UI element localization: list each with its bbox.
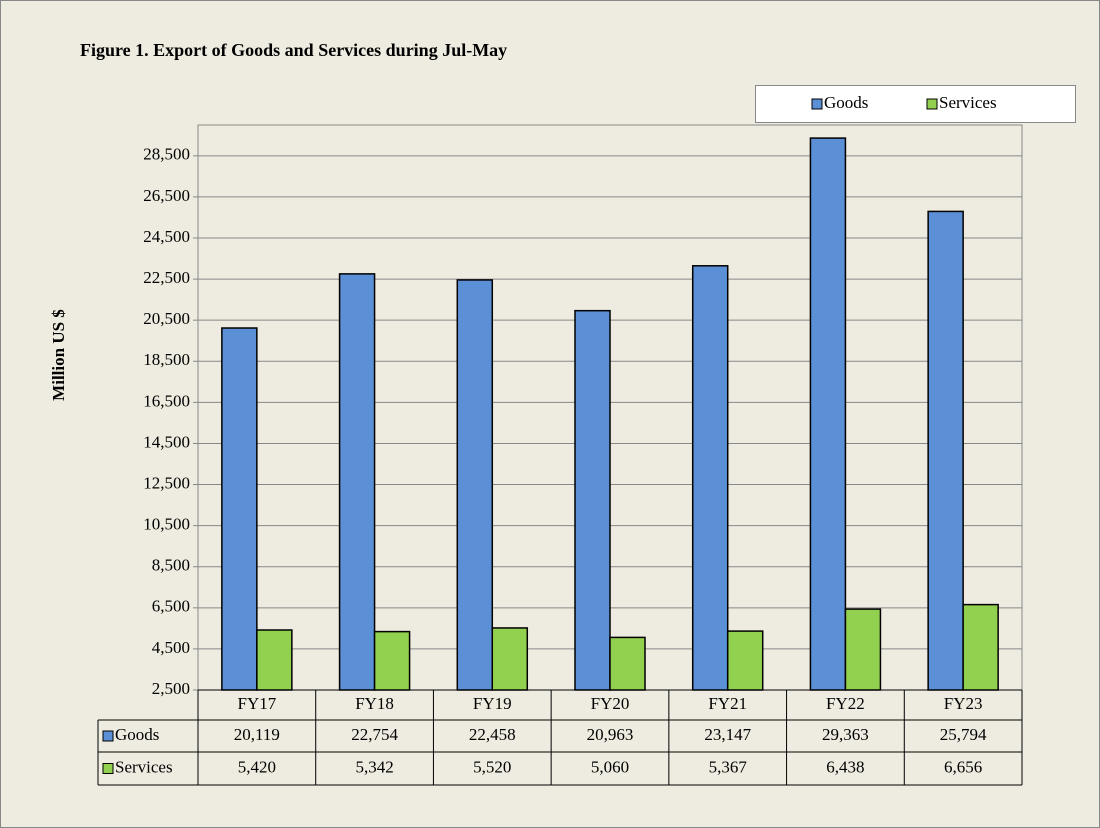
bar bbox=[691, 265, 729, 691]
bar bbox=[844, 608, 882, 691]
y-axis-label: Million US $ bbox=[49, 309, 68, 401]
y-tick-label: 2,500 bbox=[152, 679, 190, 698]
table-legend-swatch bbox=[102, 763, 114, 774]
y-tick-label: 20,500 bbox=[143, 309, 190, 328]
table-cell: 5,342 bbox=[355, 757, 393, 776]
bar bbox=[338, 273, 376, 691]
y-tick-label: 6,500 bbox=[152, 597, 190, 616]
y-tick-label: 10,500 bbox=[143, 515, 190, 534]
bar bbox=[927, 210, 964, 691]
bar bbox=[221, 327, 258, 691]
y-tick-label: 14,500 bbox=[143, 432, 190, 451]
table-cell: 22,754 bbox=[351, 725, 398, 744]
legend-swatch bbox=[926, 98, 938, 110]
y-tick-label: 4,500 bbox=[152, 638, 190, 657]
table-cell: 5,420 bbox=[238, 757, 276, 776]
legend-box bbox=[755, 85, 1076, 123]
bar bbox=[373, 630, 411, 691]
table-cell: 29,363 bbox=[822, 725, 869, 744]
table-legend-swatch bbox=[102, 730, 114, 742]
table-cell: 23,147 bbox=[704, 725, 751, 744]
y-tick-label: 28,500 bbox=[143, 145, 190, 164]
y-tick-label: 18,500 bbox=[143, 350, 190, 369]
y-tick-label: 16,500 bbox=[143, 391, 190, 410]
x-tick-label: FY21 bbox=[708, 694, 747, 713]
y-tick-label: 24,500 bbox=[143, 227, 190, 246]
y-tick-label: 8,500 bbox=[152, 556, 190, 575]
bar bbox=[609, 636, 646, 691]
table-cell: 20,119 bbox=[234, 725, 280, 744]
x-tick-label: FY18 bbox=[355, 694, 394, 713]
table-row-label: Goods bbox=[115, 725, 159, 744]
x-tick-label: FY19 bbox=[473, 694, 512, 713]
table-cell: 6,438 bbox=[826, 757, 864, 776]
x-tick-label: FY17 bbox=[237, 694, 276, 713]
table-cell: 5,367 bbox=[709, 757, 748, 776]
table-cell: 20,963 bbox=[587, 725, 634, 744]
table-cell: 6,656 bbox=[944, 757, 982, 776]
table-cell: 5,520 bbox=[473, 757, 511, 776]
bar bbox=[726, 630, 764, 691]
y-tick-label: 12,500 bbox=[143, 473, 190, 492]
x-tick-label: FY22 bbox=[826, 694, 865, 713]
bar bbox=[809, 137, 847, 691]
bar bbox=[456, 279, 494, 691]
x-tick-label: FY20 bbox=[591, 694, 630, 713]
legend-label: Goods bbox=[824, 93, 868, 112]
legend-label: Services bbox=[939, 93, 997, 112]
y-tick-label: 26,500 bbox=[143, 186, 190, 205]
table-row-label: Services bbox=[115, 757, 173, 776]
table-cell: 22,458 bbox=[469, 725, 516, 744]
bar bbox=[574, 309, 611, 691]
table-cell: 25,794 bbox=[940, 725, 987, 744]
bar bbox=[962, 603, 999, 691]
bar bbox=[491, 627, 529, 691]
chart-title: Figure 1. Export of Goods and Services d… bbox=[80, 40, 507, 60]
y-tick-label: 22,500 bbox=[143, 268, 190, 287]
legend-swatch bbox=[811, 98, 823, 110]
bar bbox=[256, 629, 293, 691]
table-cell: 5,060 bbox=[591, 757, 629, 776]
x-tick-label: FY23 bbox=[944, 694, 983, 713]
